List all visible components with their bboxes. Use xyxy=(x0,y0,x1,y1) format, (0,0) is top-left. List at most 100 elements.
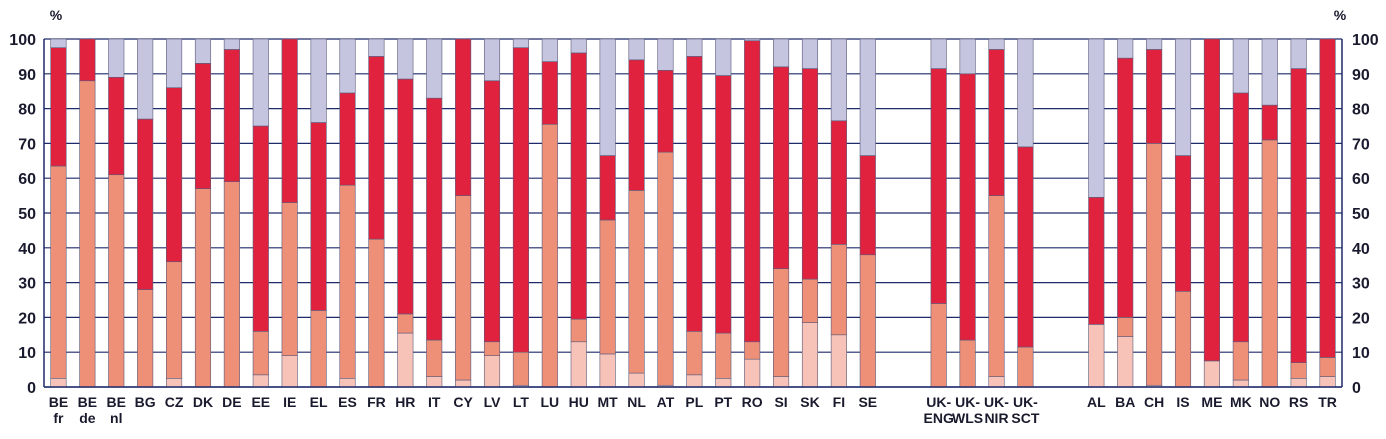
bar-segment xyxy=(1203,360,1220,388)
bar-segment xyxy=(1232,341,1249,381)
bar-segment xyxy=(959,38,976,75)
bar-stack xyxy=(830,38,847,388)
bar-segment xyxy=(223,38,240,50)
bar-segment xyxy=(50,377,67,388)
bar-segment xyxy=(137,38,154,120)
bar-segment xyxy=(744,341,761,360)
x-category-label: NL xyxy=(627,394,646,410)
bar-segment xyxy=(599,155,616,221)
bar-stack xyxy=(988,38,1005,388)
y-tick-label-left: 100 xyxy=(9,32,36,49)
bar-stack xyxy=(1319,38,1336,388)
bar-segment xyxy=(801,322,819,388)
x-category-label: EL xyxy=(310,394,328,410)
bar-segment xyxy=(512,38,529,48)
x-category-label: FI xyxy=(833,394,845,410)
bar-stack xyxy=(628,38,645,388)
bar-segment xyxy=(744,38,761,42)
bar-stack xyxy=(744,38,761,388)
bar-segment xyxy=(50,47,67,167)
bar-segment xyxy=(108,174,125,388)
bar-segment xyxy=(801,38,819,69)
x-category-label: AL xyxy=(1087,394,1106,410)
y-tick-label-left: 20 xyxy=(18,310,36,327)
bar-segment xyxy=(570,318,587,343)
bar-segment xyxy=(483,38,501,82)
bars xyxy=(50,38,1336,388)
bar-stack xyxy=(570,38,587,388)
bar-segment xyxy=(1146,38,1163,50)
bar-segment xyxy=(628,38,645,61)
bar-segment xyxy=(1017,38,1034,148)
bar-segment xyxy=(1117,38,1134,59)
bar-segment xyxy=(830,244,847,336)
bar-segment xyxy=(426,339,443,377)
y-tick-label-left: 30 xyxy=(18,276,36,293)
bar-segment xyxy=(859,38,876,156)
bar-segment xyxy=(281,202,298,356)
x-category-label: SE xyxy=(858,394,877,410)
x-category-label: CZ xyxy=(165,394,184,410)
y-axis-right-unit: % xyxy=(1334,7,1347,23)
bar-stack xyxy=(223,38,240,388)
x-category-label: PT xyxy=(714,394,732,410)
y-axis-left-unit: % xyxy=(50,7,63,23)
bar-segment xyxy=(715,377,732,388)
bar-segment xyxy=(512,47,529,353)
bar-segment xyxy=(715,38,732,76)
bar-stack xyxy=(1117,38,1134,388)
bar-segment xyxy=(166,261,183,379)
x-category-label: ENG xyxy=(924,410,954,426)
bar-segment xyxy=(628,59,645,191)
x-category-label: de xyxy=(79,410,96,426)
bar-segment xyxy=(686,374,703,388)
x-category-label: SCT xyxy=(1011,410,1039,426)
bar-stack xyxy=(79,38,96,388)
y-tick-label-left: 0 xyxy=(27,380,36,397)
bar-segment xyxy=(1261,139,1278,388)
x-category-label: SK xyxy=(800,394,819,410)
bar-segment xyxy=(570,341,587,388)
axes xyxy=(43,39,1343,388)
bar-segment xyxy=(223,181,240,388)
x-category-label: fr xyxy=(53,410,64,426)
bar-segment xyxy=(455,379,472,388)
x-category-label: BA xyxy=(1115,394,1135,410)
bar-segment xyxy=(1117,57,1134,318)
bar-segment xyxy=(801,278,819,323)
x-category-label: NO xyxy=(1259,394,1280,410)
y-tick-label-right: 100 xyxy=(1352,32,1379,49)
bar-segment xyxy=(252,374,269,388)
bar-segment xyxy=(570,52,587,320)
bar-segment xyxy=(773,38,790,68)
bar-segment xyxy=(426,38,443,99)
bar-stack xyxy=(512,38,529,388)
bar-segment xyxy=(252,125,269,332)
bar-stack xyxy=(657,38,674,388)
bar-stack xyxy=(194,38,212,388)
x-category-label: IS xyxy=(1176,394,1189,410)
x-category-label: HU xyxy=(569,394,589,410)
bar-segment xyxy=(455,38,472,196)
bar-stack xyxy=(455,38,472,388)
bar-segment xyxy=(1174,290,1192,388)
bar-segment xyxy=(79,80,96,388)
bar-segment xyxy=(252,38,269,127)
y-tick-label-right: 30 xyxy=(1352,276,1370,293)
bar-segment xyxy=(541,61,558,125)
bar-segment xyxy=(744,40,761,343)
bar-segment xyxy=(223,49,240,182)
bar-segment xyxy=(397,38,414,80)
x-category-label: RS xyxy=(1289,394,1308,410)
bar-segment xyxy=(281,38,298,203)
x-category-label: nl xyxy=(110,410,122,426)
x-category-label: BE xyxy=(78,394,97,410)
bar-segment xyxy=(1088,324,1105,388)
bar-stack xyxy=(715,38,732,388)
bar-segment xyxy=(1088,38,1105,198)
x-category-label: CY xyxy=(453,394,473,410)
bar-segment xyxy=(1017,146,1034,348)
bar-segment xyxy=(744,358,761,388)
bar-segment xyxy=(252,331,269,376)
bar-stack xyxy=(1146,38,1163,388)
